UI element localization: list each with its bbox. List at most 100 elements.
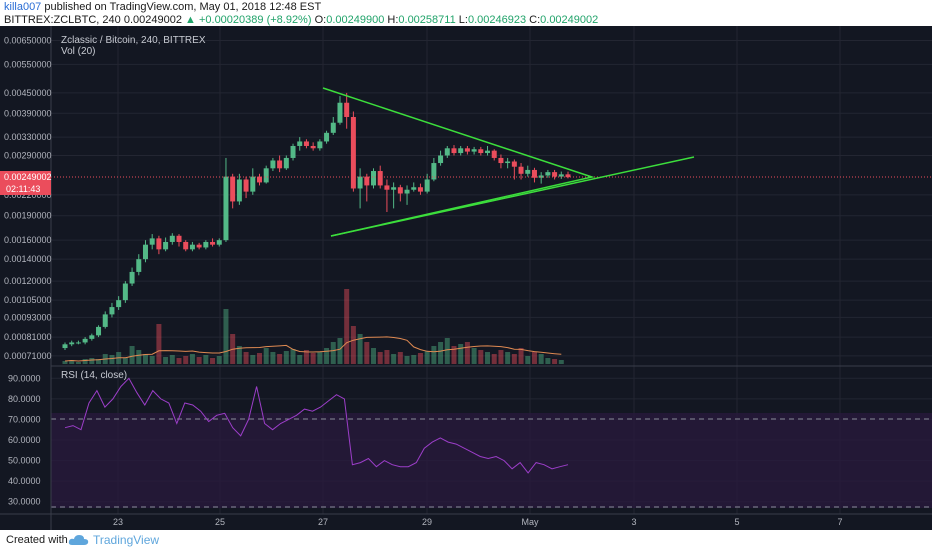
price-tick-label: 0.00450000	[4, 88, 52, 98]
rsi-tick-label: 40.0000	[8, 476, 41, 486]
candle-body	[417, 187, 423, 192]
open-value: 0.00249900	[326, 14, 385, 26]
volume-bar	[511, 354, 517, 364]
time-tick-label: May	[521, 517, 539, 527]
volume-bar	[303, 350, 309, 364]
volume-bar	[96, 359, 102, 364]
rsi-tick-label: 90.0000	[8, 373, 41, 383]
time-tick-label: 7	[837, 517, 842, 527]
publish-line: killa007 published on TradingView.com, M…	[4, 1, 321, 13]
candle-body	[384, 185, 390, 190]
chart-area[interactable]: 0.00650000 0.00550000 0.00450000 0.00390000…	[0, 26, 932, 530]
volume-bar	[129, 346, 135, 364]
volume-bar	[82, 359, 88, 364]
volume-bar	[491, 354, 497, 364]
volume-legend: Vol (20)	[61, 46, 95, 57]
candle-body	[290, 145, 296, 158]
price-chart-svg[interactable]: 0.00650000 0.00550000 0.00450000 0.00390000…	[0, 26, 932, 530]
triangle-support-line[interactable]	[330, 156, 695, 237]
candle-body	[122, 283, 128, 301]
candle-body	[230, 176, 236, 202]
candle-body	[491, 150, 497, 158]
volume-bar	[142, 354, 148, 364]
time-tick-label: 3	[631, 517, 636, 527]
volume-bar	[69, 360, 75, 364]
time-tick-label: 29	[422, 517, 432, 527]
published-text: published on TradingView.com, May 01, 20…	[41, 1, 322, 13]
rsi-axis-labels: 90.0000 80.0000 70.0000 60.0000 50.0000 40.00…	[8, 373, 41, 506]
volume-bar	[424, 351, 430, 364]
price-tick-label: 0.00290000	[4, 150, 52, 160]
candle-body	[438, 155, 444, 164]
time-axis-labels: 23 25 27 29 May 3 5 7	[113, 517, 843, 527]
candle-body	[431, 163, 437, 180]
candle-body	[464, 148, 470, 152]
candle-body	[498, 157, 504, 164]
candle-body	[552, 172, 558, 177]
close-value: 0.00249002	[540, 14, 599, 26]
candle-body	[471, 149, 477, 152]
candle-body	[189, 244, 195, 250]
candle-body	[236, 179, 242, 202]
up-arrow-icon: ▲	[185, 14, 196, 26]
triangle-upper-lower[interactable]	[322, 87, 595, 237]
candle-body	[337, 102, 343, 123]
candle-body	[223, 176, 229, 241]
volume-bar	[290, 349, 296, 364]
price-tick-label: 0.00160000	[4, 235, 52, 245]
candle-body	[89, 335, 95, 339]
volume-bar	[411, 355, 417, 364]
candle-body	[203, 241, 209, 248]
low-value: 0.00246923	[467, 14, 527, 26]
volume-bar	[156, 324, 162, 364]
rsi-legend: RSI (14, close)	[61, 370, 127, 381]
volume-bar	[505, 352, 511, 364]
candle-body	[538, 175, 544, 178]
volume-bar	[384, 350, 390, 364]
volume-bar	[438, 342, 444, 364]
rsi-tick-label: 70.0000	[8, 414, 41, 424]
open-label: O:	[314, 14, 327, 26]
candle-body	[377, 171, 383, 186]
tradingview-logo-text[interactable]: TradingView	[93, 533, 160, 547]
close-label: C:	[529, 14, 541, 26]
volume-bar	[216, 356, 222, 364]
volume-bar	[189, 354, 195, 364]
volume-bar	[478, 350, 484, 364]
candle-body	[263, 168, 269, 183]
candle-body	[404, 189, 410, 194]
volume-bar	[250, 355, 256, 364]
price-tick-label: 0.00120000	[4, 276, 52, 286]
volume-bar	[391, 354, 397, 364]
candle-body	[142, 244, 148, 260]
candle-body	[451, 148, 457, 154]
volume-bars	[62, 289, 564, 364]
publish-header: killa007 published on TradingView.com, M…	[0, 0, 932, 26]
volume-bar	[538, 354, 544, 364]
candle-body	[505, 161, 511, 164]
candle-body	[330, 122, 336, 133]
candle-body	[82, 338, 88, 343]
price-tick-label: 0.00390000	[4, 108, 52, 118]
candle-body	[102, 314, 108, 327]
time-tick-label: 27	[318, 517, 328, 527]
volume-bar	[485, 352, 491, 364]
author-link[interactable]: killa007	[4, 1, 42, 13]
volume-bar	[444, 338, 450, 364]
volume-bar	[545, 358, 551, 364]
volume-bar	[518, 348, 524, 364]
candle-body	[458, 148, 464, 154]
candle-body	[183, 241, 189, 250]
price-axis[interactable]	[0, 26, 51, 530]
candlesticks	[62, 92, 571, 350]
candle-body	[391, 187, 397, 190]
current-price-tag	[0, 171, 51, 183]
volume-bar	[236, 346, 242, 364]
volume-bar	[183, 356, 189, 364]
candle-body	[149, 238, 155, 245]
price-tick-label: 0.00093000	[4, 312, 52, 322]
candle-body	[243, 179, 249, 192]
candle-body	[317, 141, 323, 149]
volume-bar	[163, 357, 169, 364]
candle-body	[531, 169, 537, 178]
